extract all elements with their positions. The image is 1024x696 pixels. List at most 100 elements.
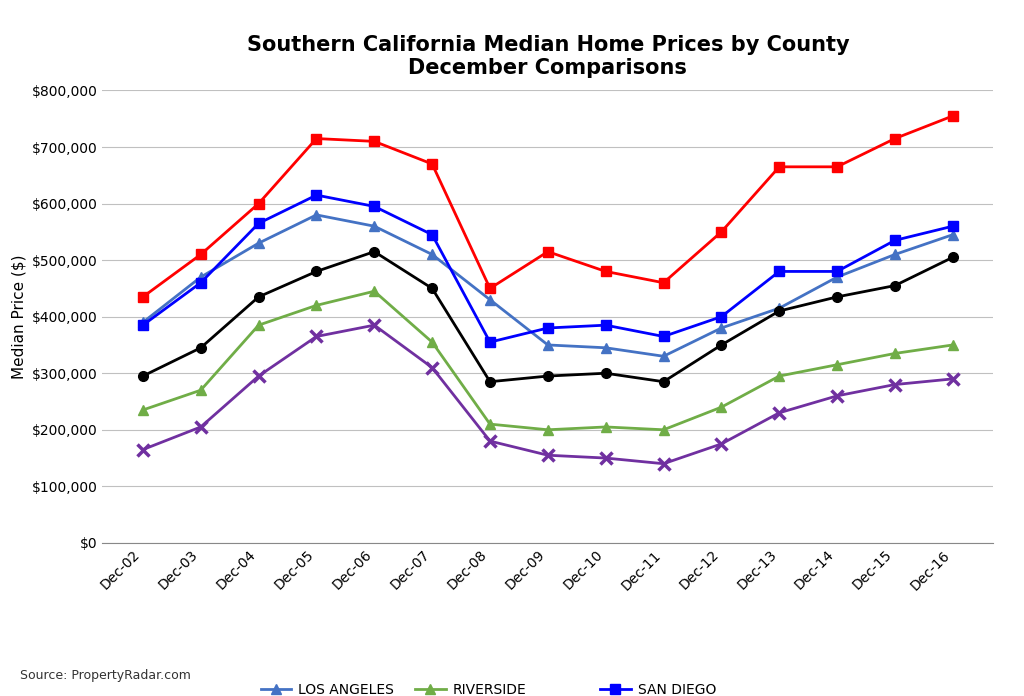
Text: Source: PropertyRadar.com: Source: PropertyRadar.com	[20, 669, 191, 682]
All Southern CA	[137, 372, 150, 380]
All Southern CA	[773, 307, 785, 315]
LOS ANGELES	[657, 352, 670, 361]
All Southern CA	[830, 293, 843, 301]
SAN BERNARDINO	[484, 437, 497, 445]
SAN BERNARDINO	[426, 363, 438, 372]
ORANGE	[830, 163, 843, 171]
Line: ORANGE: ORANGE	[138, 111, 957, 302]
Title: Southern California Median Home Prices by County
December Comparisons: Southern California Median Home Prices b…	[247, 35, 849, 78]
All Southern CA	[195, 344, 207, 352]
ORANGE	[657, 278, 670, 287]
SAN DIEGO	[946, 222, 958, 230]
RIVERSIDE	[253, 321, 265, 329]
ORANGE	[137, 293, 150, 301]
RIVERSIDE	[889, 349, 901, 358]
RIVERSIDE	[195, 386, 207, 395]
SAN DIEGO	[715, 313, 727, 321]
RIVERSIDE	[137, 406, 150, 414]
SAN DIEGO	[195, 278, 207, 287]
RIVERSIDE	[542, 425, 554, 434]
Line: SAN DIEGO: SAN DIEGO	[138, 190, 957, 347]
SAN BERNARDINO	[369, 321, 381, 329]
SAN BERNARDINO	[253, 372, 265, 380]
ORANGE	[599, 267, 611, 276]
ORANGE	[253, 199, 265, 207]
ORANGE	[195, 251, 207, 259]
SAN BERNARDINO	[773, 409, 785, 417]
SAN DIEGO	[253, 219, 265, 228]
ORANGE	[484, 284, 497, 292]
Line: All Southern CA: All Southern CA	[138, 247, 957, 386]
All Southern CA	[599, 369, 611, 377]
ORANGE	[369, 137, 381, 145]
SAN BERNARDINO	[657, 459, 670, 468]
All Southern CA	[715, 341, 727, 349]
SAN DIEGO	[889, 236, 901, 244]
SAN BERNARDINO	[542, 451, 554, 459]
Line: SAN BERNARDINO: SAN BERNARDINO	[137, 319, 958, 469]
SAN DIEGO	[830, 267, 843, 276]
RIVERSIDE	[946, 341, 958, 349]
SAN BERNARDINO	[715, 440, 727, 448]
RIVERSIDE	[484, 420, 497, 428]
LOS ANGELES	[715, 324, 727, 332]
RIVERSIDE	[369, 287, 381, 295]
LOS ANGELES	[137, 318, 150, 326]
All Southern CA	[946, 253, 958, 262]
Y-axis label: Median Price ($): Median Price ($)	[11, 255, 26, 379]
All Southern CA	[484, 377, 497, 386]
ORANGE	[773, 163, 785, 171]
SAN DIEGO	[484, 338, 497, 347]
SAN DIEGO	[369, 203, 381, 211]
SAN BERNARDINO	[310, 332, 323, 340]
SAN BERNARDINO	[599, 454, 611, 462]
SAN BERNARDINO	[830, 392, 843, 400]
SAN BERNARDINO	[946, 374, 958, 383]
LOS ANGELES	[310, 211, 323, 219]
Line: RIVERSIDE: RIVERSIDE	[138, 286, 957, 434]
ORANGE	[715, 228, 727, 236]
SAN DIEGO	[542, 324, 554, 332]
LOS ANGELES	[369, 222, 381, 230]
SAN DIEGO	[137, 321, 150, 329]
LOS ANGELES	[253, 239, 265, 247]
RIVERSIDE	[830, 361, 843, 369]
All Southern CA	[253, 293, 265, 301]
ORANGE	[542, 248, 554, 256]
RIVERSIDE	[773, 372, 785, 380]
LOS ANGELES	[830, 273, 843, 281]
LOS ANGELES	[946, 230, 958, 239]
RIVERSIDE	[657, 425, 670, 434]
SAN DIEGO	[599, 321, 611, 329]
All Southern CA	[310, 267, 323, 276]
All Southern CA	[426, 284, 438, 292]
Legend: LOS ANGELES, ORANGE, RIVERSIDE, SAN BERNARDINO, SAN DIEGO, All Southern CA: LOS ANGELES, ORANGE, RIVERSIDE, SAN BERN…	[254, 677, 753, 696]
ORANGE	[426, 160, 438, 168]
ORANGE	[889, 134, 901, 143]
Line: LOS ANGELES: LOS ANGELES	[138, 210, 957, 361]
All Southern CA	[369, 248, 381, 256]
LOS ANGELES	[542, 341, 554, 349]
All Southern CA	[657, 377, 670, 386]
RIVERSIDE	[310, 301, 323, 310]
SAN BERNARDINO	[195, 422, 207, 431]
SAN DIEGO	[657, 332, 670, 340]
RIVERSIDE	[426, 338, 438, 347]
All Southern CA	[889, 281, 901, 290]
LOS ANGELES	[426, 251, 438, 259]
SAN DIEGO	[426, 230, 438, 239]
LOS ANGELES	[599, 344, 611, 352]
ORANGE	[310, 134, 323, 143]
All Southern CA	[542, 372, 554, 380]
SAN BERNARDINO	[889, 380, 901, 388]
LOS ANGELES	[773, 304, 785, 313]
SAN BERNARDINO	[137, 445, 150, 454]
LOS ANGELES	[195, 273, 207, 281]
SAN DIEGO	[773, 267, 785, 276]
ORANGE	[946, 112, 958, 120]
RIVERSIDE	[715, 403, 727, 411]
LOS ANGELES	[484, 296, 497, 304]
SAN DIEGO	[310, 191, 323, 199]
LOS ANGELES	[889, 251, 901, 259]
RIVERSIDE	[599, 422, 611, 431]
